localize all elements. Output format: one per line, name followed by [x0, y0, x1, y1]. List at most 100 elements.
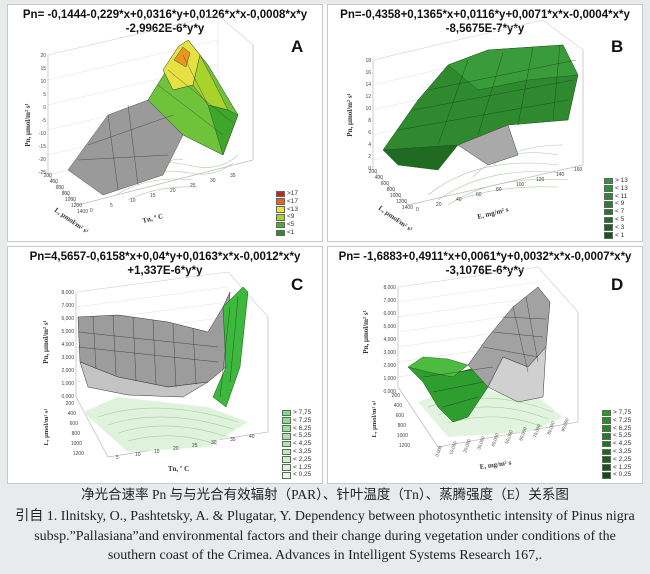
x-tick: 1400 — [402, 205, 413, 211]
x-tick: 70,000 — [532, 423, 542, 438]
y-tick: 40 — [456, 197, 462, 203]
y-tick: 5 — [110, 203, 113, 209]
z-tick: 20 — [40, 53, 46, 59]
legend-swatch — [276, 198, 285, 205]
x-tick: 10 — [135, 452, 141, 458]
equation-line-1: Pn=4,5657-0,6158*x+0,04*y+0,0163*x*x-0,0… — [29, 251, 301, 263]
z-tick: 12 — [365, 94, 371, 100]
y-tick: 200 — [392, 393, 401, 399]
equation-line-1: Pn= -1,6883+0,4911*x+0,0061*y+0,0032*x*x… — [338, 251, 632, 263]
x-tick: 600 — [56, 185, 65, 191]
legend-swatch — [282, 433, 291, 440]
z-tick: 14 — [365, 82, 371, 88]
legend-swatch — [602, 456, 611, 463]
legend-swatch — [276, 190, 285, 198]
x-tick: 20,000 — [462, 438, 472, 453]
y-tick: 1200 — [73, 451, 84, 457]
z-tick: 0,000 — [61, 394, 74, 400]
equation-line-1: Pn= -0,1444-0,229*x+0,0316*y+0,0126*x*x-… — [22, 9, 308, 21]
legend-swatch — [276, 214, 285, 221]
legend-swatch — [602, 425, 611, 432]
legend-swatch — [604, 185, 613, 192]
z-tick: 3,000 — [383, 350, 396, 356]
z-tick: 8,000 — [383, 285, 396, 291]
figure-title: 净光合速率 Pn 与与光合有效辐射（PAR）、针叶温度（Tn）、蒸腾强度（E）关… — [81, 487, 569, 502]
z-tick: 6,000 — [61, 316, 74, 322]
z-tick: 10 — [365, 106, 371, 112]
x-tick: 1200 — [396, 199, 407, 205]
x-tick: 35 — [230, 437, 236, 443]
x-tick: 1000 — [390, 193, 401, 199]
panel-d: Pn= -1,6883+0,4911*x+0,0061*y+0,0032*x*x… — [327, 246, 643, 484]
legend-swatch — [604, 201, 613, 208]
citation-line-3: southern coast of the Crimea. Advances i… — [107, 548, 543, 563]
figure: Pn= -0,1444-0,229*x+0,0316*y+0,0126*x*x-… — [7, 4, 643, 484]
legend-swatch — [604, 193, 613, 200]
y-tick: 600 — [70, 421, 79, 427]
y-tick: 100 — [516, 182, 525, 188]
legend-swatch — [282, 472, 291, 479]
legend: > 13 < 13 < 11 < 9 < 7 < 5 < 3 < 1 — [604, 177, 628, 239]
legend-item: < 2,25 — [282, 456, 311, 464]
legend-item: < 9 — [604, 200, 628, 208]
z-tick: 7,000 — [61, 303, 74, 309]
legend-swatch — [282, 425, 291, 432]
legend-item: < 6,25 — [602, 425, 631, 433]
legend-item: < 1 — [604, 232, 628, 240]
y-tick: 25 — [190, 183, 196, 189]
z-tick: 6 — [368, 130, 371, 136]
y-tick: 160 — [574, 167, 583, 173]
z-tick: 0 — [368, 166, 371, 172]
x-tick: 600 — [381, 181, 390, 187]
y-tick: 120 — [536, 177, 545, 183]
z-tick: 6,000 — [383, 311, 396, 317]
equation-line-2: -8,5675E-7*y*y — [445, 23, 525, 35]
y-tick: 15 — [150, 193, 156, 199]
legend-swatch — [282, 417, 291, 424]
z-axis-label: Pn, μmol/m² s¹ — [362, 310, 370, 353]
legend-swatch — [604, 177, 613, 185]
legend-item: < 3,25 — [282, 448, 311, 456]
legend-item: > 7,75 — [602, 409, 631, 417]
y-tick: 600 — [396, 413, 405, 419]
x-tick: 1200 — [71, 203, 82, 209]
x-tick: 200 — [44, 173, 53, 179]
legend-item: > 13 — [604, 177, 628, 185]
panel-c: Pn=4,5657-0,6158*x+0,04*y+0,0163*x*x-0,0… — [7, 246, 323, 484]
legend-item: <9 — [276, 213, 298, 221]
legend-item: < 6,25 — [282, 425, 311, 433]
legend-item: < 0,25 — [282, 471, 311, 479]
legend-swatch — [604, 224, 613, 231]
z-tick: 0 — [43, 105, 46, 111]
panel-b: Pn=-0,4358+0,1365*x+0,0116*y+0,0071*x*x-… — [327, 4, 643, 242]
z-tick: 5,000 — [383, 324, 396, 330]
equation-line-1: Pn=-0,4358+0,1365*x+0,0116*y+0,0071*x*x-… — [340, 9, 630, 21]
panel-label: D — [611, 275, 624, 294]
legend-swatch — [282, 456, 291, 463]
legend-swatch — [604, 208, 613, 216]
x-tick: 200 — [369, 169, 378, 175]
y-tick: 1200 — [399, 443, 410, 449]
citation-line-1: 引自 1. Ilnitsky, O., Pashtetsky, A. & Plu… — [15, 509, 635, 524]
x-tick: 60,000 — [518, 426, 528, 441]
legend-swatch — [602, 440, 611, 448]
z-tick: -10 — [39, 131, 46, 137]
z-tick: 2,000 — [61, 368, 74, 374]
z-tick: 5 — [43, 92, 46, 98]
legend-item: < 11 — [604, 193, 628, 201]
x-tick: 90,000 — [560, 417, 570, 432]
legend-swatch — [602, 448, 611, 456]
x-tick: 15 — [154, 449, 160, 455]
surface-plot: 8,000 7,000 6,000 5,000 4,000 3,000 2,00… — [42, 271, 269, 473]
legend-swatch — [276, 229, 285, 237]
legend-item: < 5,25 — [602, 432, 631, 440]
z-tick: 1,000 — [383, 376, 396, 382]
z-tick: 1,000 — [61, 381, 74, 387]
legend-item: < 7,25 — [602, 417, 631, 425]
x-axis-label: E, mg/m² s — [479, 459, 512, 471]
y-axis-label: Tn, º C — [142, 212, 164, 225]
legend-item: < 4,25 — [602, 440, 631, 448]
equation: Pn=4,5657-0,6158*x+0,04*y+0,0163*x*x-0,0… — [12, 250, 318, 278]
legend-swatch — [602, 464, 611, 471]
legend-swatch — [602, 417, 611, 424]
